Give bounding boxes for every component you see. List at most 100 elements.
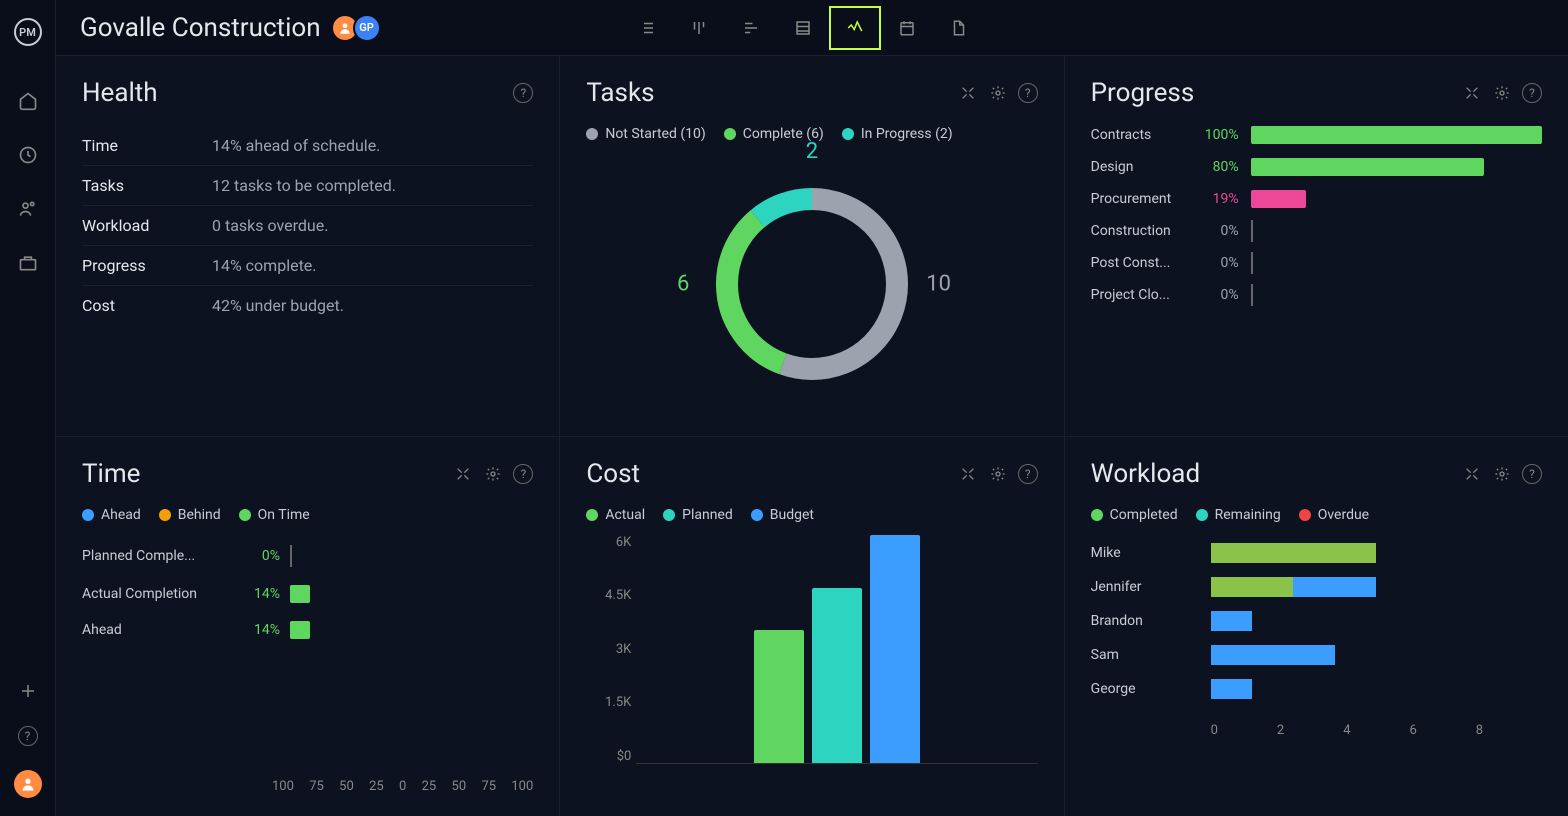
gear-icon[interactable] [1492,83,1512,103]
avatar-group[interactable]: GP [337,14,381,42]
view-dashboard-icon[interactable] [829,6,881,50]
expand-icon[interactable] [1462,464,1482,484]
health-value: 42% under budget. [212,296,344,315]
view-file-icon[interactable] [933,6,985,50]
gear-icon[interactable] [988,464,1008,484]
user-avatar[interactable] [14,770,42,798]
axis-tick: 100 [511,779,533,794]
progress-label: Project Clo... [1091,287,1191,303]
workload-bar [1211,645,1542,665]
axis-tick: 25 [422,779,437,794]
progress-label: Design [1091,159,1191,175]
gear-icon[interactable] [988,83,1008,103]
progress-label: Procurement [1091,191,1191,207]
legend-item: In Progress (2) [842,126,953,142]
legend-dot [842,128,854,140]
expand-icon[interactable] [958,464,978,484]
sidebar: PM ? [0,0,56,816]
help-icon[interactable]: ? [513,83,533,103]
legend-dot [663,509,675,521]
project-title: Govalle Construction [80,13,321,43]
time-row: Actual Completion14% [82,585,533,603]
gear-icon[interactable] [483,464,503,484]
legend-label: In Progress (2) [861,126,953,142]
legend-item: On Time [239,507,310,523]
workload-bar [1211,679,1542,699]
axis-tick: 6K [586,535,631,550]
progress-label: Contracts [1091,127,1191,143]
axis-tick: 4 [1343,723,1409,738]
legend-item: Not Started (10) [586,126,705,142]
help-icon[interactable]: ? [1018,464,1038,484]
panel-cost: Cost ? ActualPlannedBudget 6K4.5K3K1.5K$… [560,437,1063,816]
view-calendar-icon[interactable] [881,6,933,50]
view-table-icon[interactable] [777,6,829,50]
legend-item: Behind [159,507,221,523]
health-label: Progress [82,256,212,275]
workload-segment [1211,645,1335,665]
dashboard-grid: Health ? Time14% ahead of schedule.Tasks… [56,56,1568,816]
health-value: 14% ahead of schedule. [212,136,380,155]
progress-zero-tick [1251,252,1253,274]
gear-icon[interactable] [1492,464,1512,484]
progress-bar-fill [1251,126,1542,144]
progress-label: Post Const... [1091,255,1191,271]
plus-icon[interactable] [17,680,39,702]
help-icon[interactable]: ? [18,726,38,746]
legend-label: Completed [1110,507,1178,523]
progress-row: Contracts100% [1091,126,1542,144]
logo-pm[interactable]: PM [14,18,42,46]
briefcase-icon[interactable] [17,252,39,274]
workload-bar [1211,543,1542,563]
legend-item: Ahead [82,507,141,523]
cost-bar [754,630,804,763]
clock-icon[interactable] [17,144,39,166]
workload-row: Brandon [1091,611,1542,631]
time-pct: 0% [232,548,280,564]
legend-item: Actual [586,507,645,523]
workload-label: George [1091,681,1211,697]
view-gantt-icon[interactable] [725,6,777,50]
axis-tick: 2 [1277,723,1343,738]
workload-segment [1293,577,1376,597]
help-icon[interactable]: ? [1018,83,1038,103]
legend-item: Budget [751,507,814,523]
expand-icon[interactable] [453,464,473,484]
workload-segment [1211,577,1294,597]
expand-icon[interactable] [1462,83,1482,103]
axis-tick: 3K [586,642,631,657]
legend-label: Planned [682,507,733,523]
donut-value-label: 6 [677,271,689,296]
progress-track [1251,158,1542,176]
axis-tick: 1.5K [586,695,631,710]
help-icon[interactable]: ? [1522,83,1542,103]
progress-pct: 80% [1191,159,1239,175]
view-list-icon[interactable] [621,6,673,50]
panel-title: Tasks [586,78,957,108]
donut-value-label: 10 [926,271,951,296]
help-icon[interactable]: ? [1522,464,1542,484]
legend-label: Remaining [1215,507,1281,523]
workload-label: Jennifer [1091,579,1211,595]
time-bar [290,585,310,603]
health-value: 12 tasks to be completed. [212,176,396,195]
legend-item: Planned [663,507,733,523]
people-icon[interactable] [17,198,39,220]
legend-label: Not Started (10) [605,126,705,142]
home-icon[interactable] [17,90,39,112]
view-board-icon[interactable] [673,6,725,50]
panel-title: Health [82,78,513,108]
legend-dot [1299,509,1311,521]
axis-tick: 0 [399,779,406,794]
health-label: Workload [82,216,212,235]
panel-title: Workload [1091,459,1462,489]
avatar-2[interactable]: GP [353,14,381,42]
panel-tasks: Tasks ? Not Started (10)Complete (6)In P… [560,56,1063,436]
expand-icon[interactable] [958,83,978,103]
axis-tick: 0 [1211,723,1277,738]
progress-pct: 0% [1191,287,1239,303]
progress-row: Post Const...0% [1091,254,1542,272]
help-icon[interactable]: ? [513,464,533,484]
cost-bar [812,588,862,763]
legend-dot [159,509,171,521]
